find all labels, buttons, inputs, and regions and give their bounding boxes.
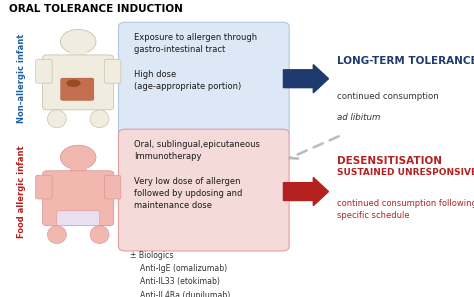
Text: Food allergic infant: Food allergic infant [17, 145, 26, 238]
Text: ± Biologics
    Anti-IgE (omalizumab)
    Anti-IL33 (etokimab)
    Anti-IL4Ra (d: ± Biologics Anti-IgE (omalizumab) Anti-I… [130, 251, 230, 297]
Ellipse shape [47, 226, 66, 244]
FancyArrow shape [283, 178, 328, 206]
FancyArrow shape [283, 65, 328, 93]
FancyBboxPatch shape [61, 78, 94, 100]
Text: Exposure to allergen through
gastro-intestinal tract

High dose
(age-appropriate: Exposure to allergen through gastro-inte… [134, 33, 257, 91]
Ellipse shape [90, 226, 109, 244]
FancyBboxPatch shape [70, 165, 87, 177]
Text: ORAL TOLERANCE INDUCTION: ORAL TOLERANCE INDUCTION [9, 4, 183, 15]
FancyBboxPatch shape [70, 49, 87, 61]
Ellipse shape [90, 110, 109, 128]
Text: continued consumption: continued consumption [337, 92, 438, 101]
FancyBboxPatch shape [57, 211, 100, 226]
FancyBboxPatch shape [43, 55, 114, 110]
FancyBboxPatch shape [36, 59, 52, 83]
Ellipse shape [61, 145, 96, 170]
Ellipse shape [47, 110, 66, 128]
Text: LONG-TERM TOLERANCE: LONG-TERM TOLERANCE [337, 56, 474, 67]
Text: ad libitum: ad libitum [337, 113, 380, 122]
Ellipse shape [66, 79, 81, 87]
Ellipse shape [61, 29, 96, 54]
FancyBboxPatch shape [104, 59, 121, 83]
Text: Non-allergic infant: Non-allergic infant [17, 34, 26, 123]
Text: SUSTAINED UNRESPONSIVENESS: SUSTAINED UNRESPONSIVENESS [337, 168, 474, 177]
Text: Oral, sublingual,epicutaneous
Immunotherapy

Very low dose of allergen
followed : Oral, sublingual,epicutaneous Immunother… [134, 140, 260, 210]
Text: continued consumption following
specific schedule: continued consumption following specific… [337, 199, 474, 220]
FancyBboxPatch shape [104, 175, 121, 199]
FancyBboxPatch shape [43, 171, 114, 226]
FancyBboxPatch shape [36, 175, 52, 199]
FancyBboxPatch shape [118, 129, 289, 251]
Text: DESENSITISATION: DESENSITISATION [337, 156, 442, 166]
FancyBboxPatch shape [118, 22, 289, 138]
